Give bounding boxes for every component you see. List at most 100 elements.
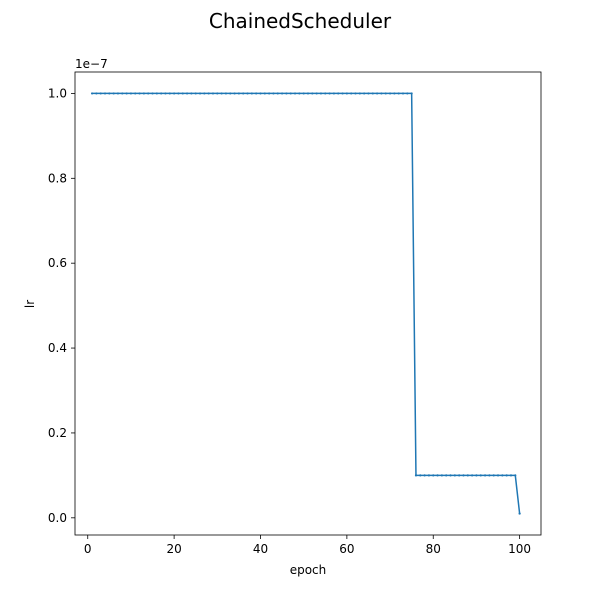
data-point bbox=[138, 92, 141, 95]
data-point bbox=[250, 92, 253, 95]
data-point bbox=[134, 92, 137, 95]
data-point bbox=[302, 92, 305, 95]
data-point bbox=[440, 474, 443, 477]
x-tick-label: 60 bbox=[339, 542, 354, 556]
x-tick-label: 100 bbox=[508, 542, 531, 556]
data-point bbox=[371, 92, 374, 95]
data-point bbox=[168, 92, 171, 95]
y-offset-label: 1e−7 bbox=[75, 57, 108, 71]
data-point bbox=[341, 92, 344, 95]
data-point bbox=[509, 474, 513, 477]
data-point bbox=[246, 92, 249, 95]
x-tick-label: 40 bbox=[253, 542, 268, 556]
data-point bbox=[492, 474, 495, 477]
data-point bbox=[116, 92, 120, 95]
data-point bbox=[298, 92, 301, 95]
data-point bbox=[458, 474, 461, 477]
data-point bbox=[328, 92, 331, 95]
data-point bbox=[99, 92, 102, 95]
data-point bbox=[514, 474, 517, 477]
data-point bbox=[203, 92, 206, 95]
data-point bbox=[414, 474, 418, 477]
series bbox=[90, 92, 521, 515]
x-ticks: 0 20 40 60 80 100 bbox=[84, 535, 531, 556]
y-tick-label: 0.4 bbox=[48, 341, 67, 355]
data-point bbox=[475, 474, 478, 477]
data-point bbox=[410, 92, 413, 95]
data-point bbox=[242, 92, 245, 95]
data-point bbox=[207, 92, 210, 95]
y-tick-label: 0.6 bbox=[48, 256, 67, 270]
series-line bbox=[92, 92, 521, 514]
y-tick-label: 0.8 bbox=[48, 171, 67, 185]
data-point bbox=[345, 92, 348, 95]
data-point bbox=[505, 474, 508, 477]
data-point bbox=[121, 92, 124, 95]
data-point bbox=[427, 474, 431, 477]
x-tick-label: 20 bbox=[166, 542, 181, 556]
data-point bbox=[419, 474, 422, 477]
data-point bbox=[432, 474, 435, 477]
data-point bbox=[151, 92, 154, 95]
data-point bbox=[229, 92, 232, 95]
data-point bbox=[479, 474, 482, 477]
data-point bbox=[436, 474, 439, 477]
data-point bbox=[319, 92, 323, 95]
data-point bbox=[125, 92, 128, 95]
x-tick-label: 80 bbox=[426, 542, 441, 556]
data-point bbox=[501, 474, 504, 477]
data-point bbox=[466, 474, 469, 477]
x-tick-label: 0 bbox=[84, 542, 92, 556]
data-point bbox=[367, 92, 370, 95]
data-point bbox=[108, 92, 111, 95]
data-point bbox=[181, 92, 184, 95]
data-point bbox=[315, 92, 318, 95]
data-point bbox=[95, 92, 98, 95]
data-point bbox=[306, 92, 310, 95]
data-point bbox=[324, 92, 327, 95]
data-point bbox=[453, 474, 456, 477]
plot-frame bbox=[74, 71, 542, 536]
data-point bbox=[220, 92, 223, 95]
data-point bbox=[164, 92, 167, 95]
data-point bbox=[363, 92, 366, 95]
data-point bbox=[263, 92, 266, 95]
data-point bbox=[406, 92, 409, 95]
data-point bbox=[289, 92, 292, 95]
data-point bbox=[293, 92, 297, 95]
data-point bbox=[471, 474, 474, 477]
data-point bbox=[401, 92, 405, 95]
data-point bbox=[393, 92, 396, 95]
data-point bbox=[311, 92, 314, 95]
y-ticks: 0.0 0.2 0.4 0.6 0.8 1.0 bbox=[48, 86, 75, 525]
data-point bbox=[272, 92, 275, 95]
data-point bbox=[198, 92, 202, 95]
data-point bbox=[518, 512, 521, 515]
data-point bbox=[285, 92, 288, 95]
data-point bbox=[185, 92, 189, 95]
data-point bbox=[224, 92, 228, 95]
data-point bbox=[147, 92, 150, 95]
data-point bbox=[259, 92, 262, 95]
data-point bbox=[332, 92, 336, 95]
y-tick-label: 0.0 bbox=[48, 511, 67, 525]
data-point bbox=[337, 92, 340, 95]
data-point bbox=[211, 92, 215, 95]
data-point bbox=[376, 92, 379, 95]
data-point bbox=[358, 92, 361, 95]
data-point bbox=[103, 92, 107, 95]
data-point bbox=[488, 474, 491, 477]
data-point bbox=[423, 474, 426, 477]
y-tick-label: 0.2 bbox=[48, 426, 67, 440]
data-point bbox=[190, 92, 193, 95]
data-point bbox=[449, 474, 452, 477]
y-axis-label: lr bbox=[23, 300, 37, 308]
data-point bbox=[445, 474, 448, 477]
data-point bbox=[384, 92, 387, 95]
data-point bbox=[255, 92, 258, 95]
data-point bbox=[112, 92, 115, 95]
chart-title: ChainedScheduler bbox=[209, 9, 392, 33]
data-point bbox=[233, 92, 236, 95]
data-point bbox=[155, 92, 158, 95]
